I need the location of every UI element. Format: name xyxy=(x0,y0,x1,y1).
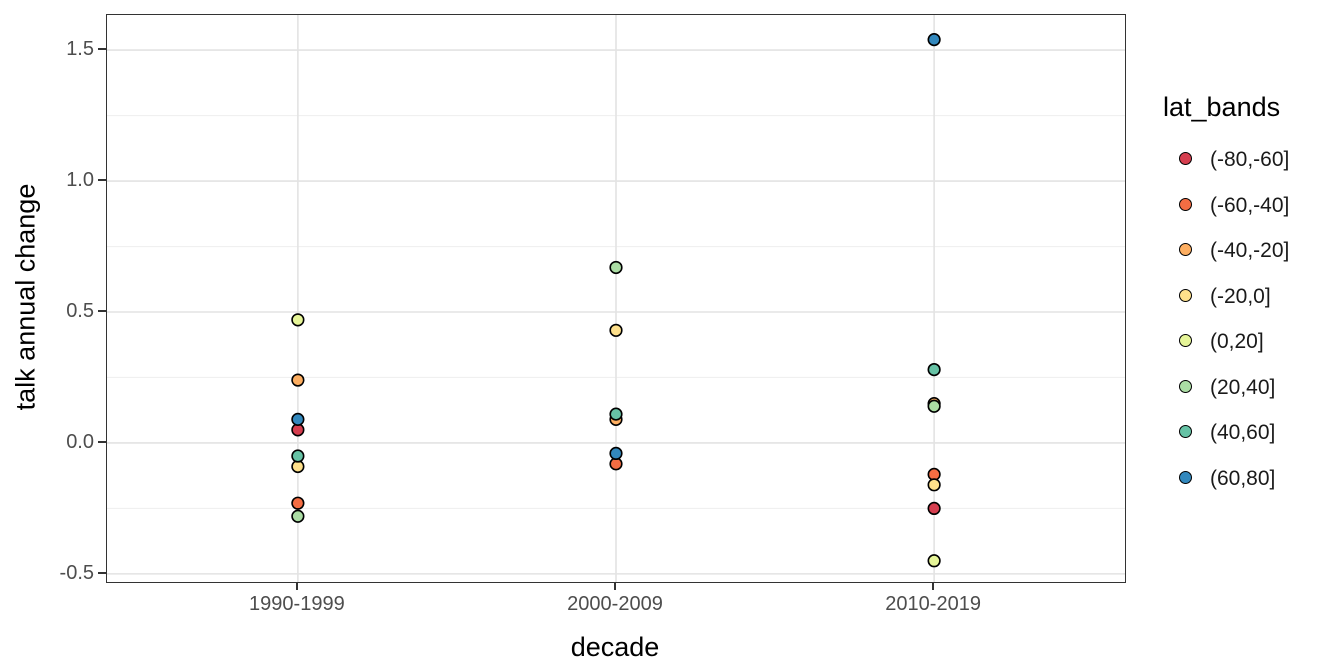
data-point xyxy=(609,260,623,275)
legend-label: (60,80] xyxy=(1210,466,1276,490)
legend-label: (0,20] xyxy=(1210,330,1264,353)
legend-swatch-icon xyxy=(1179,425,1192,438)
data-point xyxy=(927,501,941,516)
data-point xyxy=(291,373,305,387)
x-tick-label: 2000-2009 xyxy=(567,593,663,615)
x-tick-mark xyxy=(295,582,298,590)
legend-label: (-80,-60] xyxy=(1210,148,1290,171)
y-tick-mark xyxy=(98,571,106,574)
data-point xyxy=(291,496,305,510)
x-tick-label: 2010-2019 xyxy=(885,593,981,615)
x-tick-label: 1990-1999 xyxy=(249,593,345,615)
legend-label: (20,40] xyxy=(1210,375,1276,399)
y-axis-title: talk annual change xyxy=(10,183,41,411)
x-tick-mark xyxy=(614,582,616,590)
legend: lat_bands (-80,-60] (-60,-40] (-40,-20] (-2… xyxy=(1150,0,1344,672)
legend-label: (-40,-20] xyxy=(1210,239,1290,262)
legend-label: (40,60] xyxy=(1210,421,1276,444)
data-point xyxy=(291,313,305,327)
y-tick-label: 1.0 xyxy=(66,169,94,192)
y-tick-label: -0.5 xyxy=(59,561,94,584)
legend-swatch-icon xyxy=(1179,197,1192,211)
data-point xyxy=(927,478,941,492)
data-point xyxy=(291,449,305,463)
legend-label: (-60,-40] xyxy=(1210,193,1290,217)
y-tick-label: 1.5 xyxy=(66,38,94,61)
y-tick-mark xyxy=(98,309,106,312)
plot-area xyxy=(107,15,1125,582)
y-tick-label: 0.0 xyxy=(66,430,94,453)
data-point xyxy=(927,33,941,47)
plot-panel xyxy=(106,14,1126,583)
legend-swatch-icon xyxy=(1179,288,1192,302)
y-tick-label: 0.5 xyxy=(66,299,94,322)
data-point xyxy=(927,363,941,377)
y-tick-mark xyxy=(98,48,106,51)
legend-swatch-icon xyxy=(1179,152,1192,165)
legend-swatch-icon xyxy=(1179,379,1192,393)
y-tick-mark xyxy=(98,440,106,443)
data-point xyxy=(927,554,941,568)
legend-title: lat_bands xyxy=(1163,92,1281,122)
legend-label: (-20,0] xyxy=(1210,284,1271,308)
data-point xyxy=(609,446,623,461)
x-tick-mark xyxy=(932,582,935,590)
data-point xyxy=(927,399,941,413)
data-point xyxy=(291,509,305,523)
x-axis-title: decade xyxy=(570,632,660,662)
legend-swatch-icon xyxy=(1179,334,1192,347)
legend-swatch-icon xyxy=(1179,243,1192,256)
y-tick-mark xyxy=(98,179,106,182)
data-point xyxy=(609,323,623,337)
legend-swatch-icon xyxy=(1179,470,1192,484)
data-point xyxy=(291,412,305,426)
data-point xyxy=(609,407,623,421)
